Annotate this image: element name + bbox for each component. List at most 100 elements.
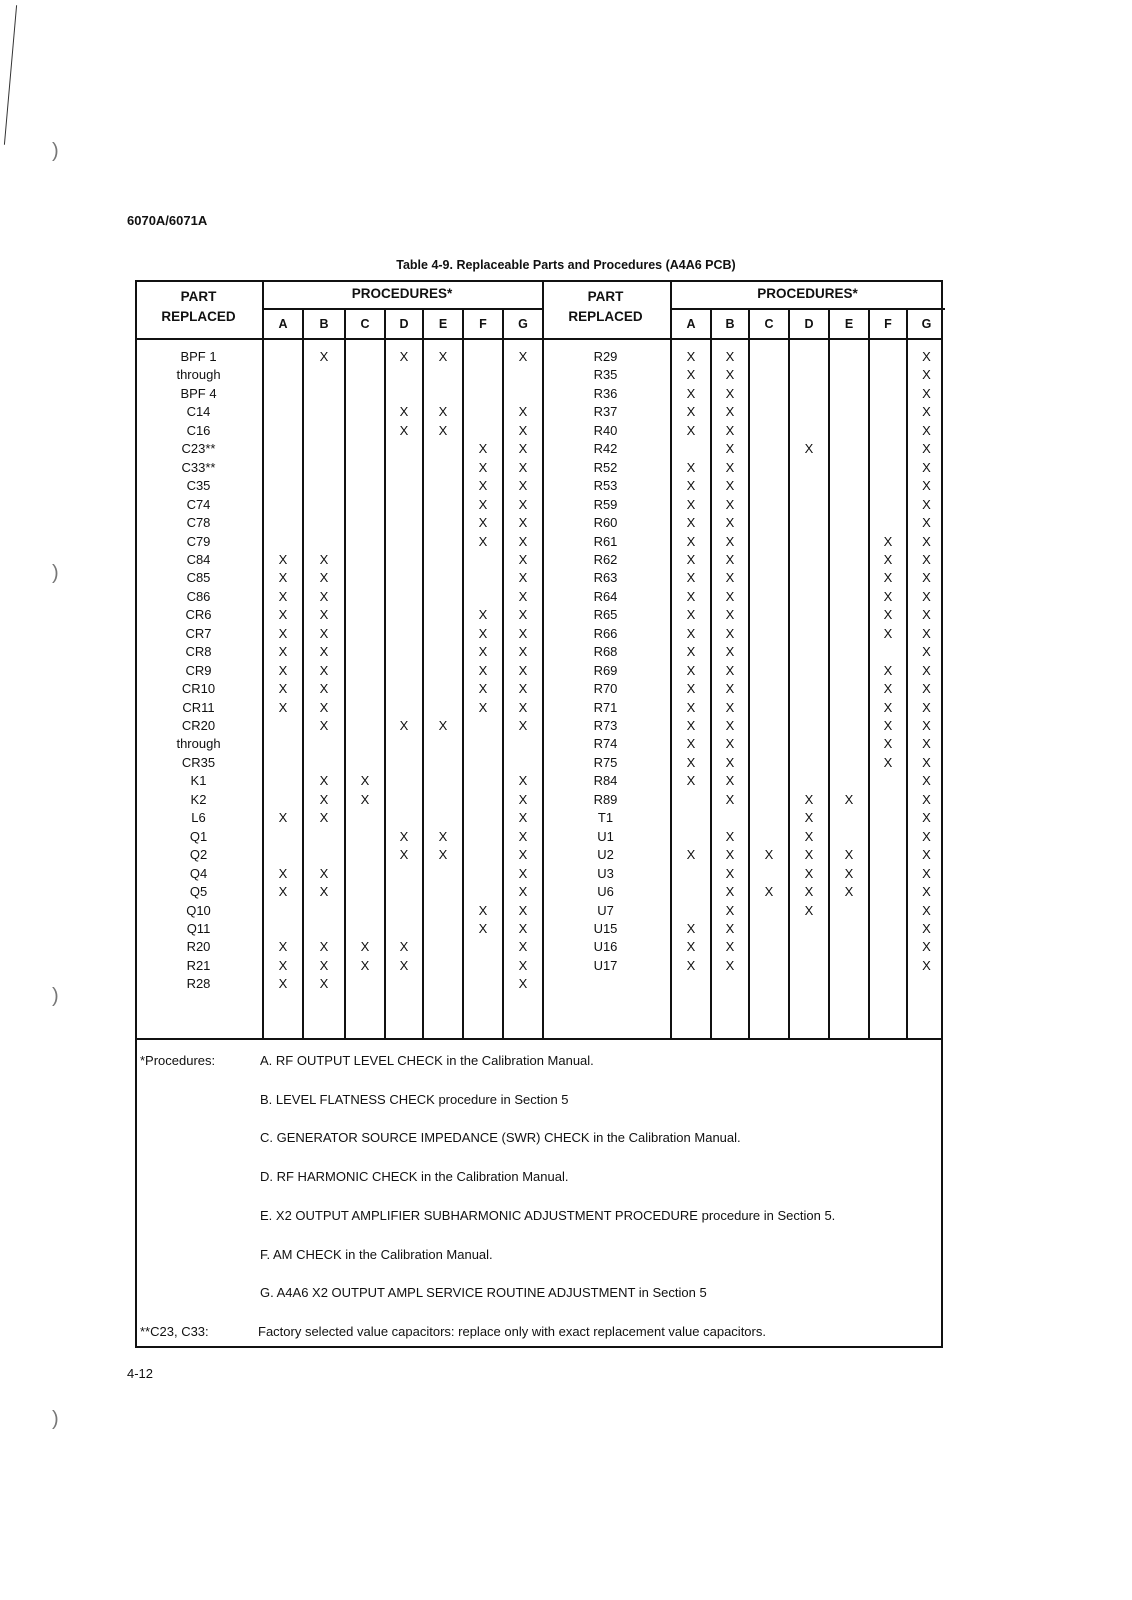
column-divider — [344, 308, 346, 1038]
procedure-mark-A: X — [686, 459, 696, 475]
procedure-mark-D: X — [804, 441, 814, 457]
procedure-mark-C: X — [360, 791, 370, 807]
margin-pen-line — [3, 5, 18, 145]
procedure-mark-B: X — [725, 588, 735, 604]
part-name: CR8 — [185, 644, 212, 660]
procedures-label: *Procedures: — [140, 1053, 216, 1068]
column-divider — [384, 308, 386, 1038]
procedure-mark-E: X — [438, 847, 448, 863]
part-name: Q10 — [186, 902, 211, 918]
procedure-mark-A: X — [686, 773, 696, 789]
part-name: U1 — [597, 828, 614, 844]
procedure-mark-D: X — [399, 404, 409, 420]
procedure-mark-D: X — [804, 884, 814, 900]
procedure-mark-A: X — [686, 754, 696, 770]
procedure-mark-D: X — [804, 828, 814, 844]
procedure-mark-B: X — [725, 699, 735, 715]
procedure-mark-F: X — [883, 533, 893, 549]
procedure-mark-G: X — [518, 939, 528, 955]
part-name: R74 — [593, 736, 618, 752]
part-name: C79 — [186, 533, 211, 549]
part-name: R59 — [593, 496, 618, 512]
procedure-mark-F: X — [478, 681, 488, 697]
procedure-description: D. RF HARMONIC CHECK in the Calibration … — [260, 1169, 569, 1185]
procedure-mark-F: X — [478, 920, 488, 936]
procedure-mark-G: X — [922, 718, 931, 733]
part-name: K1 — [190, 773, 207, 789]
binding-hole-mark: ) — [52, 985, 59, 1007]
procedure-mark-G: X — [922, 459, 931, 475]
procedure-mark-B: X — [725, 791, 735, 807]
procedure-mark-E: X — [844, 847, 854, 863]
procedure-mark-B: X — [725, 902, 735, 918]
procedure-mark-G: X — [518, 478, 528, 494]
part-name: CR20 — [181, 718, 216, 733]
procedure-mark-G: X — [922, 699, 931, 715]
procedure-mark-C: X — [360, 939, 370, 955]
procedure-mark-B: X — [725, 828, 735, 844]
procedure-mark-G: X — [518, 570, 528, 586]
part-name: C86 — [186, 588, 211, 604]
procedure-mark-B: X — [725, 441, 735, 457]
procedure-mark-A: X — [686, 662, 696, 678]
part-name: C74 — [186, 496, 211, 512]
part-name: U15 — [593, 920, 618, 936]
procedure-column-header: B — [725, 317, 735, 331]
procedure-mark-B: X — [725, 662, 735, 678]
procedure-mark-F: X — [883, 736, 893, 752]
procedure-mark-B: X — [725, 957, 735, 973]
table-title: Table 4-9. Replaceable Parts and Procedu… — [396, 258, 736, 272]
procedure-mark-G: X — [518, 441, 528, 457]
column-divider — [462, 308, 464, 1038]
procedures-header: PROCEDURES* — [757, 286, 858, 301]
procedure-mark-G: X — [922, 773, 931, 789]
procedure-mark-B: X — [725, 718, 735, 733]
procedure-mark-B: X — [725, 681, 735, 697]
procedure-mark-G: X — [922, 515, 931, 531]
procedure-mark-G: X — [922, 957, 931, 973]
procedure-mark-B: X — [725, 349, 735, 364]
procedure-mark-B: X — [319, 884, 329, 900]
procedure-mark-B: X — [725, 533, 735, 549]
part-name: R70 — [593, 681, 618, 697]
procedure-mark-B: X — [319, 625, 329, 641]
procedure-mark-E: X — [438, 828, 448, 844]
part-name: Q11 — [186, 920, 211, 936]
procedure-mark-D: X — [399, 828, 409, 844]
procedure-mark-F: X — [883, 718, 893, 733]
capacitor-footnote: Factory selected value capacitors: repla… — [258, 1324, 766, 1339]
procedure-mark-G: X — [922, 920, 931, 936]
procedure-column-header: A — [278, 317, 288, 331]
procedure-mark-B: X — [319, 773, 329, 789]
procedure-mark-A: X — [278, 644, 288, 660]
procedure-mark-G: X — [518, 865, 528, 881]
procedure-column-header: G — [518, 317, 528, 331]
part-name: C35 — [186, 478, 211, 494]
procedure-mark-F: X — [883, 588, 893, 604]
procedure-mark-A: X — [686, 570, 696, 586]
procedure-mark-A: X — [686, 920, 696, 936]
procedure-column-header: D — [399, 317, 409, 331]
procedures-header-divider — [670, 308, 945, 310]
procedure-mark-B: X — [725, 385, 735, 401]
procedure-mark-A: X — [278, 810, 288, 826]
part-name: R89 — [593, 791, 618, 807]
procedure-mark-A: X — [278, 551, 288, 567]
procedure-mark-B: X — [319, 957, 329, 973]
replaced-header: REPLACED — [568, 309, 643, 324]
procedure-mark-A: X — [686, 588, 696, 604]
procedure-mark-C: X — [360, 773, 370, 789]
part-name: CR7 — [185, 625, 212, 641]
procedure-mark-G: X — [518, 515, 528, 531]
part-name: CR9 — [185, 662, 212, 678]
procedure-mark-G: X — [922, 533, 931, 549]
part-name: R37 — [593, 404, 618, 420]
part-header: PART — [180, 289, 217, 304]
procedure-mark-G: X — [518, 884, 528, 900]
procedure-mark-D: X — [804, 865, 814, 881]
procedure-mark-F: X — [478, 607, 488, 623]
procedure-mark-D: X — [399, 422, 409, 438]
procedure-mark-G: X — [922, 644, 931, 660]
procedure-mark-F: X — [478, 699, 488, 715]
procedure-mark-A: X — [686, 736, 696, 752]
